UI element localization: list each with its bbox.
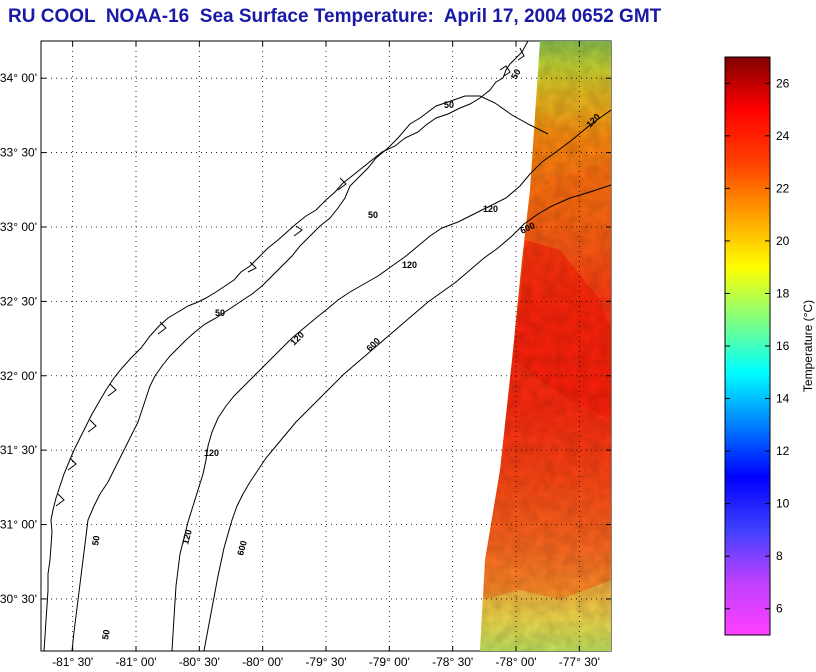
- colorbar-tick-label: 10: [776, 497, 790, 511]
- colorbar-label: Temperature (°C): [801, 300, 815, 392]
- lon-tick-label: -81° 00': [115, 655, 156, 669]
- axis-ticks: -81° 30' -81° 00' -80° 30' -80° 00' -79° 30'…: [0, 41, 611, 669]
- contour-label: 50: [444, 100, 454, 110]
- coastline: [43, 41, 529, 651]
- lat-tick-label: 33° 30': [0, 146, 37, 160]
- contour-label: 50: [100, 629, 112, 641]
- isobath-50: [71, 95, 549, 651]
- contour-label: 120: [180, 528, 194, 545]
- lat-tick-label: 32° 30': [0, 294, 37, 308]
- contour-label: 120: [483, 204, 498, 214]
- lon-tick-label: -78° 00': [495, 655, 536, 669]
- colorbar-tick-label: 26: [776, 76, 790, 90]
- lat-tick-label: 32° 00': [0, 369, 37, 383]
- contour-label: 600: [235, 539, 249, 556]
- lat-tick-label: 33° 00': [0, 220, 37, 234]
- lon-tick-label: -81° 30': [52, 655, 93, 669]
- colorbar-tick-label: 22: [776, 181, 790, 195]
- lat-tick-label: 31° 30': [0, 443, 37, 457]
- colorbar-tick-label: 8: [776, 549, 783, 563]
- grid: [41, 41, 611, 651]
- colorbar-tick-label: 16: [776, 339, 790, 353]
- colorbar-ticks: 6 8 10 12 14 16 18 20 22 24 26: [725, 76, 790, 616]
- lon-tick-label: -80° 00': [242, 655, 283, 669]
- coastline-detail: [55, 47, 525, 507]
- lon-tick-label: -78° 30': [432, 655, 473, 669]
- lat-tick-label: 31° 00': [0, 518, 37, 532]
- lon-tick-label: -77° 30': [559, 655, 600, 669]
- colorbar-scale: [724, 56, 771, 636]
- colorbar-tick-label: 6: [776, 602, 783, 616]
- isobath-120: [171, 109, 611, 651]
- colorbar-tick-label: 14: [776, 392, 790, 406]
- colorbar-tick-label: 24: [776, 129, 790, 143]
- contour-label: 50: [215, 308, 225, 318]
- contour-label: 50: [509, 67, 523, 81]
- contour-label: 50: [368, 210, 378, 220]
- lon-tick-label: -79° 30': [305, 655, 346, 669]
- lon-tick-label: -80° 30': [179, 655, 220, 669]
- contour-label: 120: [402, 260, 417, 270]
- contour-label: 120: [204, 448, 219, 458]
- map-title: RU COOL NOAA-16 Sea Surface Temperature:…: [8, 6, 662, 27]
- contour-label: 50: [90, 535, 102, 547]
- lon-tick-label: -79° 00': [369, 655, 410, 669]
- colorbar-tick-label: 18: [776, 286, 790, 300]
- lat-tick-label: 34° 00': [0, 71, 37, 85]
- colorbar-tick-label: 20: [776, 234, 790, 248]
- lat-tick-label: 30° 30': [0, 592, 37, 606]
- colorbar-tick-label: 12: [776, 444, 790, 458]
- sst-swath: [480, 41, 611, 651]
- isobath-600: [203, 184, 611, 651]
